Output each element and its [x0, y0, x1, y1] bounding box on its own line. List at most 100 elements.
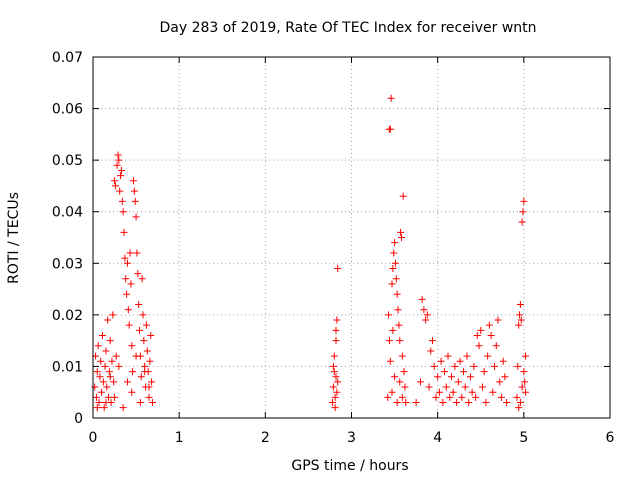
- data-point: [412, 399, 420, 407]
- data-point: [120, 228, 128, 236]
- data-point: [329, 383, 337, 391]
- data-point: [453, 399, 461, 407]
- data-point: [334, 264, 342, 272]
- data-point: [516, 399, 524, 407]
- data-point: [393, 290, 401, 298]
- data-point: [392, 275, 400, 283]
- data-point: [398, 393, 406, 401]
- data-point: [114, 151, 122, 159]
- data-point: [515, 404, 523, 412]
- data-point: [394, 306, 402, 314]
- data-point: [516, 301, 524, 309]
- data-point: [503, 399, 511, 407]
- x-tick-label: 4: [433, 430, 442, 446]
- data-point: [389, 264, 397, 272]
- data-point: [389, 326, 397, 334]
- data-point: [98, 331, 106, 339]
- data-point: [397, 228, 405, 236]
- y-tick-label: 0.05: [52, 153, 83, 169]
- data-point: [332, 326, 340, 334]
- data-point: [101, 362, 109, 370]
- data-point: [514, 362, 522, 370]
- data-point: [516, 311, 524, 319]
- data-point: [416, 378, 424, 386]
- data-point: [400, 368, 408, 376]
- data-point: [432, 393, 440, 401]
- data-point: [108, 357, 116, 365]
- data-point: [468, 388, 476, 396]
- data-point: [435, 388, 443, 396]
- data-point: [388, 280, 396, 288]
- data-point: [477, 326, 485, 334]
- data-point: [521, 378, 529, 386]
- data-point: [93, 404, 101, 412]
- data-point: [472, 393, 480, 401]
- data-point: [106, 337, 114, 345]
- data-point: [128, 342, 136, 350]
- data-point: [119, 208, 127, 216]
- data-point: [148, 399, 156, 407]
- x-tick-label: 5: [519, 430, 528, 446]
- data-point: [330, 352, 338, 360]
- data-point: [397, 234, 405, 241]
- data-point: [517, 316, 525, 324]
- data-point: [123, 378, 131, 386]
- data-point: [470, 362, 478, 370]
- data-point: [441, 368, 449, 376]
- data-point: [456, 357, 464, 365]
- data-point: [111, 182, 119, 190]
- data-point: [135, 301, 143, 309]
- x-tick-label: 6: [606, 430, 615, 446]
- data-point: [425, 383, 433, 391]
- data-point: [132, 213, 140, 221]
- data-point: [499, 357, 507, 365]
- data-point: [522, 352, 530, 360]
- data-point: [444, 352, 452, 360]
- data-point: [128, 388, 136, 396]
- data-point: [434, 373, 442, 381]
- data-point: [420, 306, 428, 314]
- data-point: [385, 337, 393, 345]
- data-point: [145, 383, 153, 391]
- data-point: [398, 352, 406, 360]
- data-point: [96, 373, 104, 381]
- data-point: [119, 404, 127, 412]
- y-tick-label: 0.03: [52, 256, 83, 272]
- data-point: [387, 94, 395, 102]
- data-point: [391, 373, 399, 381]
- data-point: [485, 321, 493, 329]
- data-point: [439, 399, 447, 407]
- chart-title: Day 283 of 2019, Rate Of TEC Index for r…: [159, 20, 536, 36]
- data-point: [99, 378, 107, 386]
- data-point: [129, 177, 137, 185]
- y-axis-label: ROTI / TECUs: [6, 192, 22, 284]
- data-point: [473, 331, 481, 339]
- data-point: [105, 368, 113, 376]
- data-point: [460, 368, 468, 376]
- x-tick-label: 2: [261, 430, 270, 446]
- data-point: [393, 399, 401, 407]
- data-point: [442, 383, 450, 391]
- data-point: [482, 399, 490, 407]
- y-tick-label: 0: [74, 411, 83, 427]
- data-point: [333, 316, 341, 324]
- data-point: [427, 347, 435, 355]
- data-point: [518, 218, 526, 226]
- data-point: [139, 311, 147, 319]
- data-point: [130, 187, 138, 195]
- data-point: [103, 383, 111, 391]
- data-point: [494, 316, 502, 324]
- data-point: [127, 280, 135, 288]
- data-point: [388, 388, 396, 396]
- data-point: [519, 208, 527, 216]
- data-point: [142, 321, 150, 329]
- data-point: [515, 321, 523, 329]
- data-point: [140, 337, 148, 345]
- data-point: [451, 362, 459, 370]
- data-point: [126, 249, 134, 257]
- data-point: [384, 393, 392, 401]
- grid-lines: [93, 57, 610, 418]
- data-point: [116, 187, 124, 195]
- data-point: [123, 290, 131, 298]
